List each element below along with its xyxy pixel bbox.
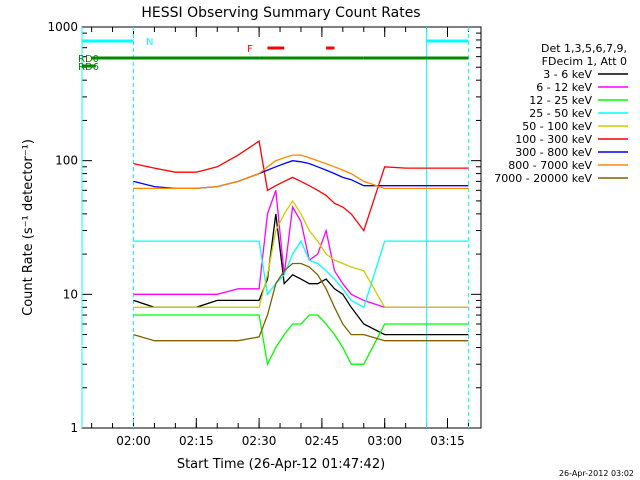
- timestamp: 26-Apr-2012 03:02: [559, 469, 634, 478]
- legend-label-7: 300 - 800 keV: [515, 146, 592, 159]
- series-line-6: [133, 140, 469, 232]
- series-line-8: [133, 154, 469, 190]
- y-tick-label: 1: [70, 421, 78, 435]
- plot-area: 1 10 100 1000 02:00 02:15 02:30 02:45 03:00 03:15…: [47, 20, 482, 448]
- plot-frame: [81, 26, 482, 429]
- legend-header-line-1: Det 1,3,5,6,7,9,: [541, 42, 627, 55]
- chart-title: HESSI Observing Summary Count Rates: [141, 5, 420, 21]
- legend-label-2: 6 - 12 keV: [536, 81, 592, 94]
- y-tick-label: 10: [63, 287, 78, 301]
- x-tick-label: 02:30: [242, 434, 277, 448]
- legend-header: Det 1,3,5,6,7,9, FDecim 1, Att 0: [541, 42, 627, 68]
- series-line-5: [133, 199, 469, 308]
- x-axis-label: Start Time (26-Apr-12 01:47:42): [177, 457, 385, 472]
- flag-label-n: N: [146, 37, 153, 48]
- x-tick-label: 02:15: [179, 434, 214, 448]
- series-line-4: [133, 239, 469, 309]
- legend-label-5: 50 - 100 keV: [522, 120, 592, 133]
- legend-label-6: 100 - 300 keV: [515, 133, 592, 146]
- y-tick-label: 1000: [47, 20, 78, 34]
- legend-label-9: 7000 - 20000 keV: [494, 172, 592, 185]
- legend-label-8: 800 - 7000 keV: [508, 159, 592, 172]
- series-line-3: [133, 314, 469, 367]
- legend-header-line-2: FDecim 1, Att 0: [542, 55, 627, 68]
- flag-label-rd6: RD6: [78, 62, 99, 73]
- x-tick-label: 02:00: [116, 434, 151, 448]
- x-tick-label: 03:15: [430, 434, 465, 448]
- x-tick-label: 03:00: [367, 434, 402, 448]
- y-axis-label: Count Rate (s⁻¹ detector⁻¹): [21, 139, 36, 316]
- series-line-1: [133, 213, 469, 336]
- series-line-2: [133, 190, 469, 308]
- legend-label-4: 25 - 50 keV: [529, 107, 592, 120]
- legend-label-1: 3 - 6 keV: [543, 68, 592, 81]
- flag-label-f: F: [247, 44, 253, 55]
- flag-label-rd0: RD0: [78, 54, 99, 65]
- series-line-9: [133, 262, 469, 342]
- legend-label-3: 12 - 25 keV: [529, 94, 592, 107]
- x-tick-label: 02:45: [305, 434, 340, 448]
- series-line-7: [133, 160, 469, 190]
- y-tick-label: 100: [55, 154, 78, 168]
